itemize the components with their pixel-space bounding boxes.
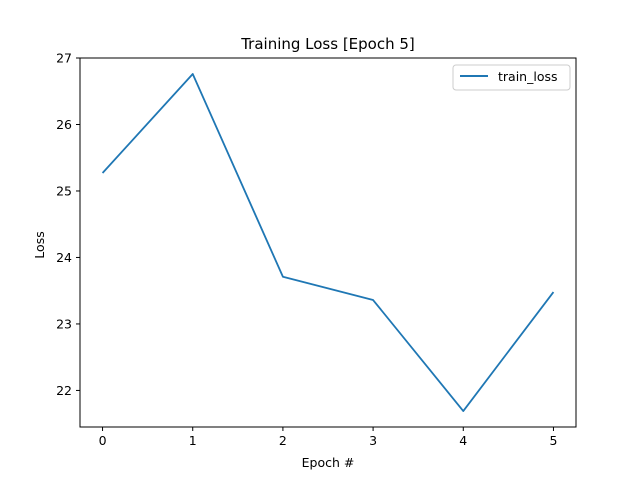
x-tick-label: 1	[189, 433, 197, 448]
legend: train_loss	[452, 64, 571, 91]
x-tick-label: 4	[459, 433, 467, 448]
y-tick-label: 24	[56, 250, 72, 265]
x-tick-label: 5	[549, 433, 557, 448]
legend-box	[452, 64, 571, 91]
x-axis-label: Epoch #	[302, 455, 355, 470]
plot-frame	[79, 57, 577, 428]
y-tick-label: 26	[56, 117, 72, 132]
x-tick-label: 2	[279, 433, 287, 448]
y-tick-label: 27	[56, 51, 72, 66]
legend-label-train-loss: train_loss	[498, 69, 558, 84]
x-tick-label: 0	[99, 433, 107, 448]
series-line-train-loss	[101, 73, 555, 412]
x-tick-label: 3	[369, 433, 377, 448]
y-tick-label: 23	[56, 316, 72, 331]
chart-title: Training Loss [Epoch 5]	[240, 35, 415, 53]
y-axis-label: Loss	[32, 231, 47, 258]
y-tick-label: 25	[56, 183, 72, 198]
y-tick-label: 22	[56, 383, 72, 398]
